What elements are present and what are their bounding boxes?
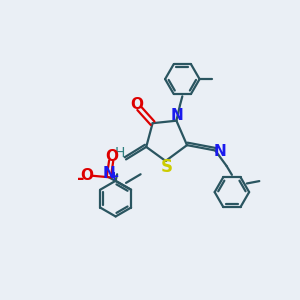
Text: -: -: [77, 170, 85, 188]
Text: +: +: [109, 170, 119, 183]
Text: S: S: [160, 158, 172, 176]
Text: N: N: [171, 108, 184, 123]
Text: N: N: [214, 145, 226, 160]
Text: N: N: [103, 166, 116, 181]
Text: O: O: [130, 97, 143, 112]
Text: O: O: [105, 148, 118, 164]
Text: O: O: [81, 168, 94, 183]
Text: H: H: [114, 146, 125, 160]
